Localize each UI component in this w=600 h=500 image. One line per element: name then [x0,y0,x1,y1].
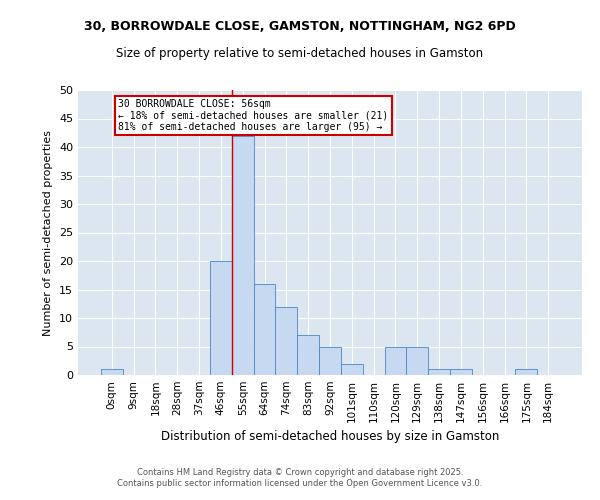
Text: 30 BORROWDALE CLOSE: 56sqm
← 18% of semi-detached houses are smaller (21)
81% of: 30 BORROWDALE CLOSE: 56sqm ← 18% of semi… [118,98,389,132]
Bar [254,284,275,375]
Bar [341,364,363,375]
Bar [232,136,254,375]
Text: 30, BORROWDALE CLOSE, GAMSTON, NOTTINGHAM, NG2 6PD: 30, BORROWDALE CLOSE, GAMSTON, NOTTINGHA… [84,20,516,33]
X-axis label: Distribution of semi-detached houses by size in Gamston: Distribution of semi-detached houses by … [161,430,499,444]
Bar [428,370,450,375]
Bar [210,261,232,375]
Text: Size of property relative to semi-detached houses in Gamston: Size of property relative to semi-detach… [116,48,484,60]
Text: Contains HM Land Registry data © Crown copyright and database right 2025.
Contai: Contains HM Land Registry data © Crown c… [118,468,482,487]
Bar [385,346,406,375]
Y-axis label: Number of semi-detached properties: Number of semi-detached properties [43,130,53,336]
Bar [275,306,297,375]
Bar [406,346,428,375]
Bar [319,346,341,375]
Bar [101,370,123,375]
Bar [450,370,472,375]
Bar [297,335,319,375]
Bar [515,370,537,375]
